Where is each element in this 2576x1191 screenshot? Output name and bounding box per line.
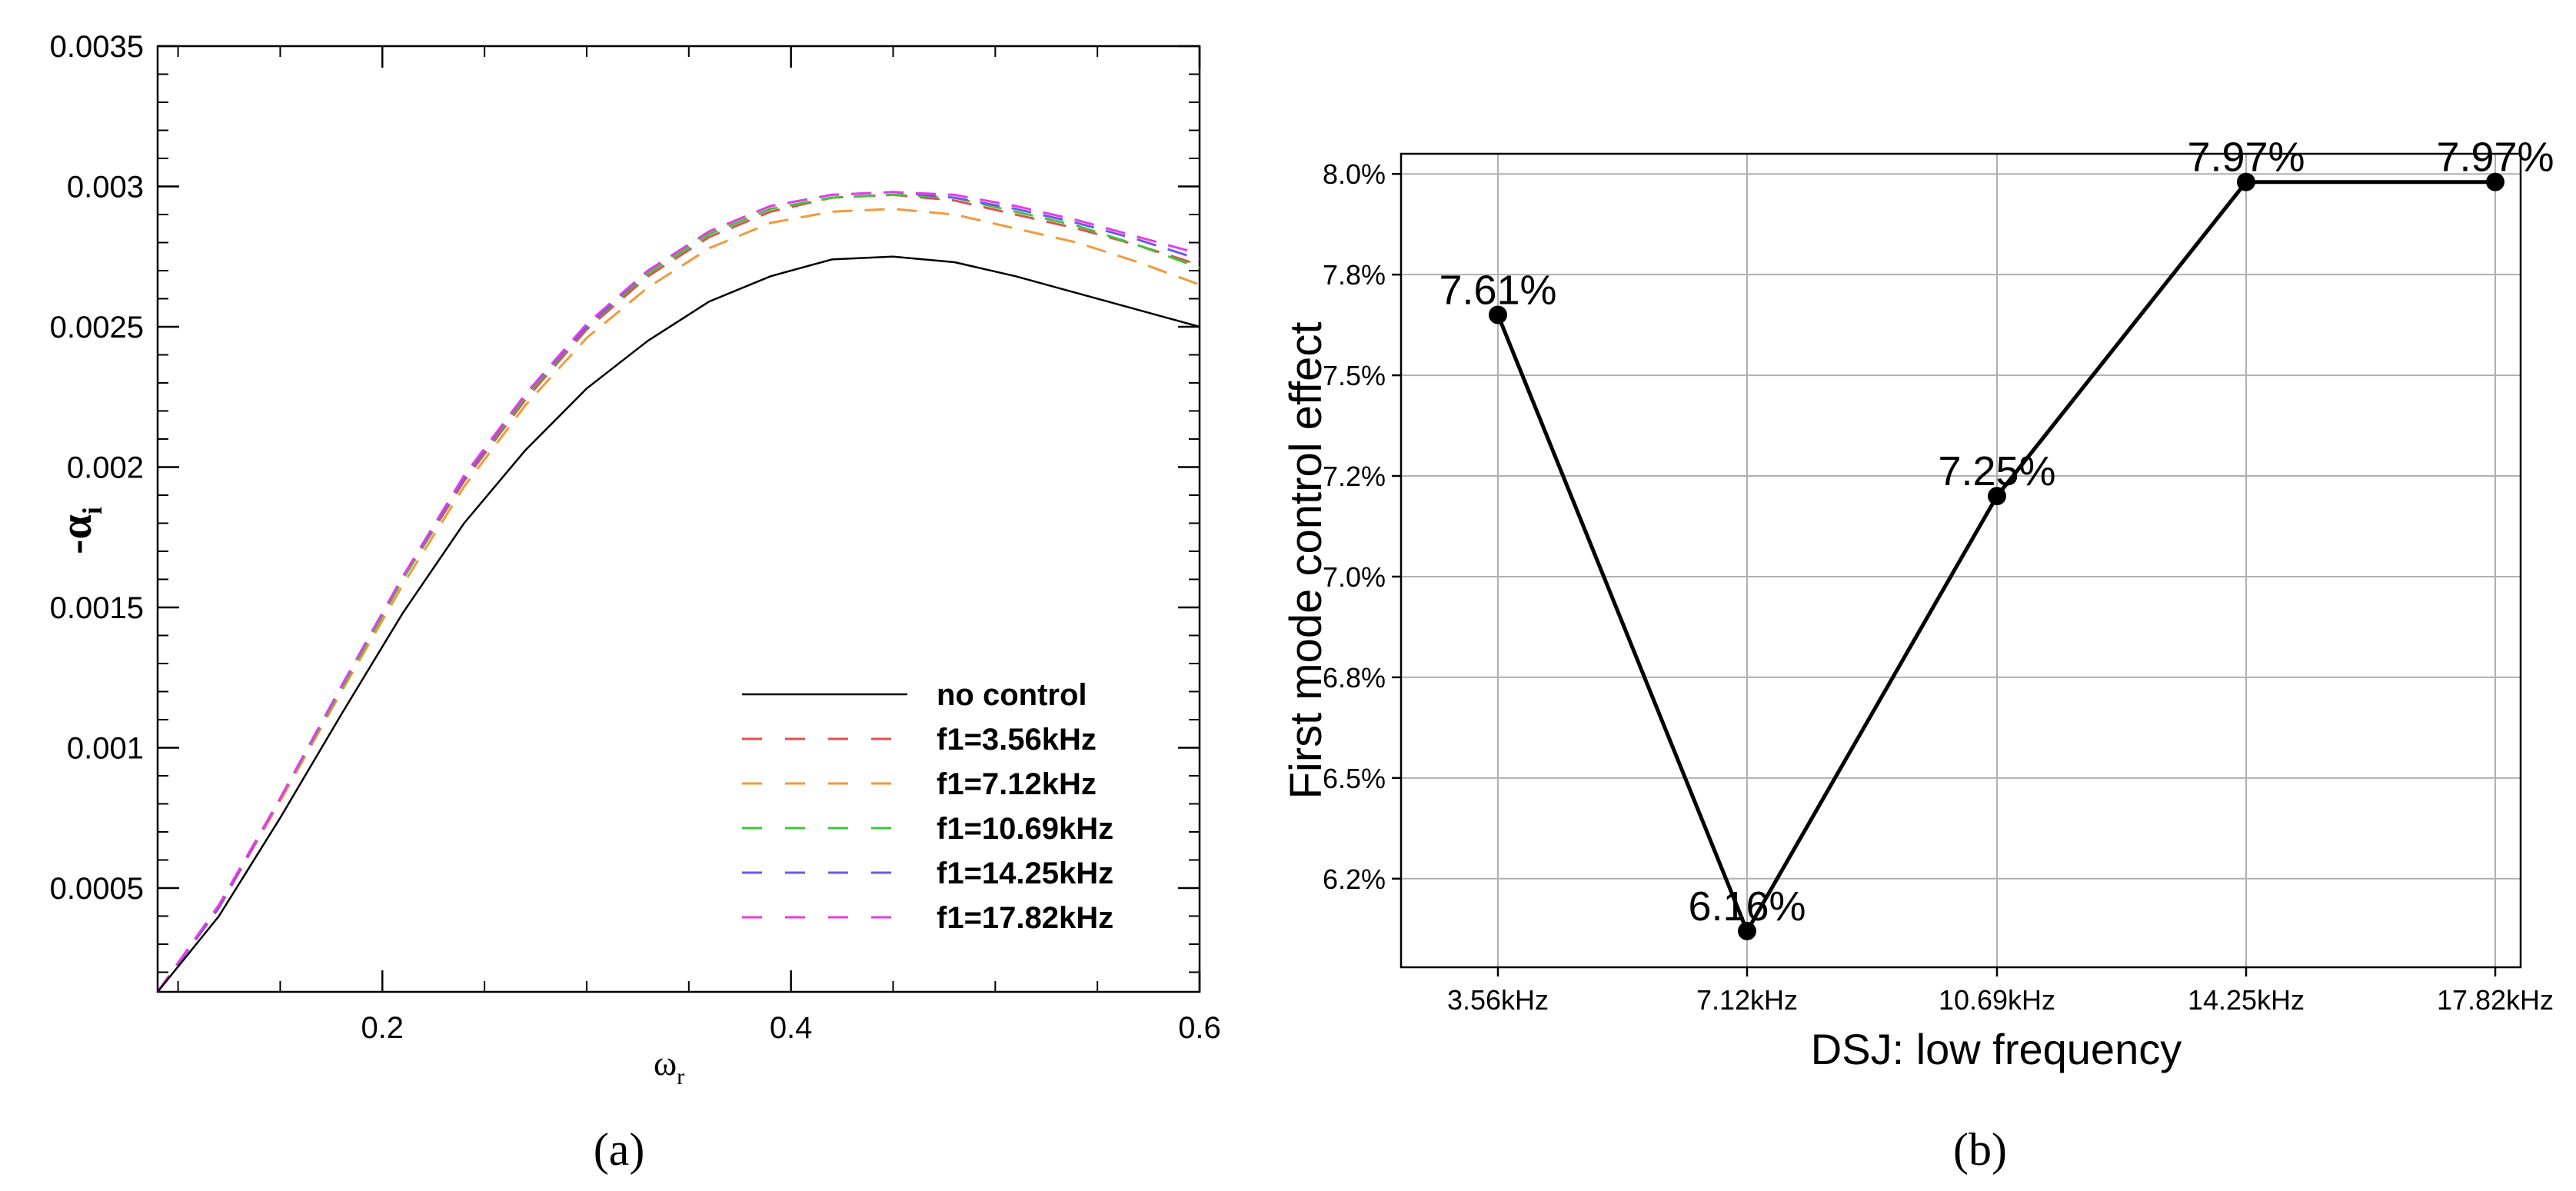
y-tick-label: 7.5% xyxy=(1323,360,1386,391)
data-point xyxy=(1988,487,2006,506)
legend-label: f1=3.56kHz xyxy=(937,723,1097,757)
series-line-f1-17-82khz xyxy=(156,191,1200,993)
y-tick-label: 0.0005 xyxy=(50,872,144,906)
legend-label: f1=17.82kHz xyxy=(937,901,1113,935)
x-tick-label: 0.6 xyxy=(1178,1011,1221,1045)
panel-a-curves xyxy=(156,191,1200,993)
y-tick-label: 0.001 xyxy=(67,731,144,765)
x-tick-label: 0.4 xyxy=(770,1011,813,1045)
y-tick-label: 0.0015 xyxy=(50,591,144,625)
panel-b-ticks: 6.2% 6.5% 6.8% 7.0% 7.2% 7.5% 7.8% 8.0% 3.56kHz 7… xyxy=(1323,158,2554,1016)
panel-a-caption: (a) xyxy=(594,1124,645,1175)
panel-a-y-axis-label: -αi xyxy=(51,507,108,554)
panel-a-plot-frame xyxy=(156,45,1201,993)
y-tick-label: 7.0% xyxy=(1323,561,1386,593)
legend-label: f1=14.25kHz xyxy=(937,857,1113,890)
panel-b-series: 7.61% 6.16% 7.25% 7.97% 7.97% xyxy=(1439,135,2554,940)
y-tick-label: 6.8% xyxy=(1323,662,1386,694)
y-tick-label: 0.002 xyxy=(67,451,144,484)
y-tick-label: 6.5% xyxy=(1323,763,1386,794)
data-point xyxy=(2486,172,2504,191)
y-tick-label: 0.0025 xyxy=(50,311,144,344)
data-label: 7.25% xyxy=(1938,448,2055,494)
x-tick-label: 3.56kHz xyxy=(1447,984,1549,1016)
x-tick-label: 0.2 xyxy=(361,1011,404,1045)
data-point xyxy=(1489,305,1507,324)
panel-a-x-axis-label: ωr xyxy=(654,1043,684,1090)
panel-b-grid xyxy=(1401,154,2521,967)
x-tick-label: 17.82kHz xyxy=(2437,984,2554,1016)
data-label: 6.16% xyxy=(1688,883,1806,930)
x-tick-label: 10.69kHz xyxy=(1939,984,2055,1016)
x-tick-label: 7.12kHz xyxy=(1696,984,1798,1016)
panel-b: 6.2% 6.5% 6.8% 7.0% 7.2% 7.5% 7.8% 8.0% 3.56kHz 7… xyxy=(1281,135,2554,1175)
data-label: 7.97% xyxy=(2187,135,2305,181)
legend-label: f1=7.12kHz xyxy=(937,767,1097,801)
series-line-f1-7-12khz xyxy=(156,208,1200,993)
legend-label: no control xyxy=(937,678,1087,712)
y-tick-label: 0.003 xyxy=(67,170,144,204)
data-label: 7.61% xyxy=(1439,268,1556,314)
panel-b-x-axis-label: DSJ: low frequency xyxy=(1811,1025,2182,1073)
panel-b-plot-frame xyxy=(1399,152,2522,969)
series-line-no-control xyxy=(157,255,1200,993)
data-point xyxy=(2237,172,2255,191)
y-tick-label: 8.0% xyxy=(1323,158,1386,190)
panel-b-caption: (b) xyxy=(1953,1124,2007,1175)
panel-a: 0.0005 0.001 0.0015 0.002 0.0025 0.003 0.0035 0… xyxy=(50,30,1221,1175)
panel-b-y-axis-label: First mode control effect xyxy=(1281,321,1331,799)
data-point xyxy=(1738,921,1756,940)
panel-a-ticks: 0.0005 0.001 0.0015 0.002 0.0025 0.003 0.0035 0… xyxy=(50,30,1221,1045)
panel-a-legend: no control f1=3.56kHz f1=7.12kHz f1=10.69kH… xyxy=(742,678,1113,935)
data-label: 7.97% xyxy=(2436,135,2554,181)
y-tick-label: 7.8% xyxy=(1323,259,1386,291)
y-tick-label: 7.2% xyxy=(1323,461,1386,492)
y-tick-label: 0.0035 xyxy=(50,30,144,64)
legend-label: f1=10.69kHz xyxy=(937,812,1113,846)
y-tick-label: 6.2% xyxy=(1323,863,1386,895)
x-tick-label: 14.25kHz xyxy=(2188,984,2305,1016)
